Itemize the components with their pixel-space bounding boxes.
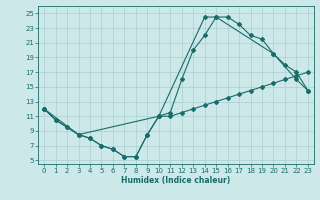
X-axis label: Humidex (Indice chaleur): Humidex (Indice chaleur): [121, 176, 231, 185]
